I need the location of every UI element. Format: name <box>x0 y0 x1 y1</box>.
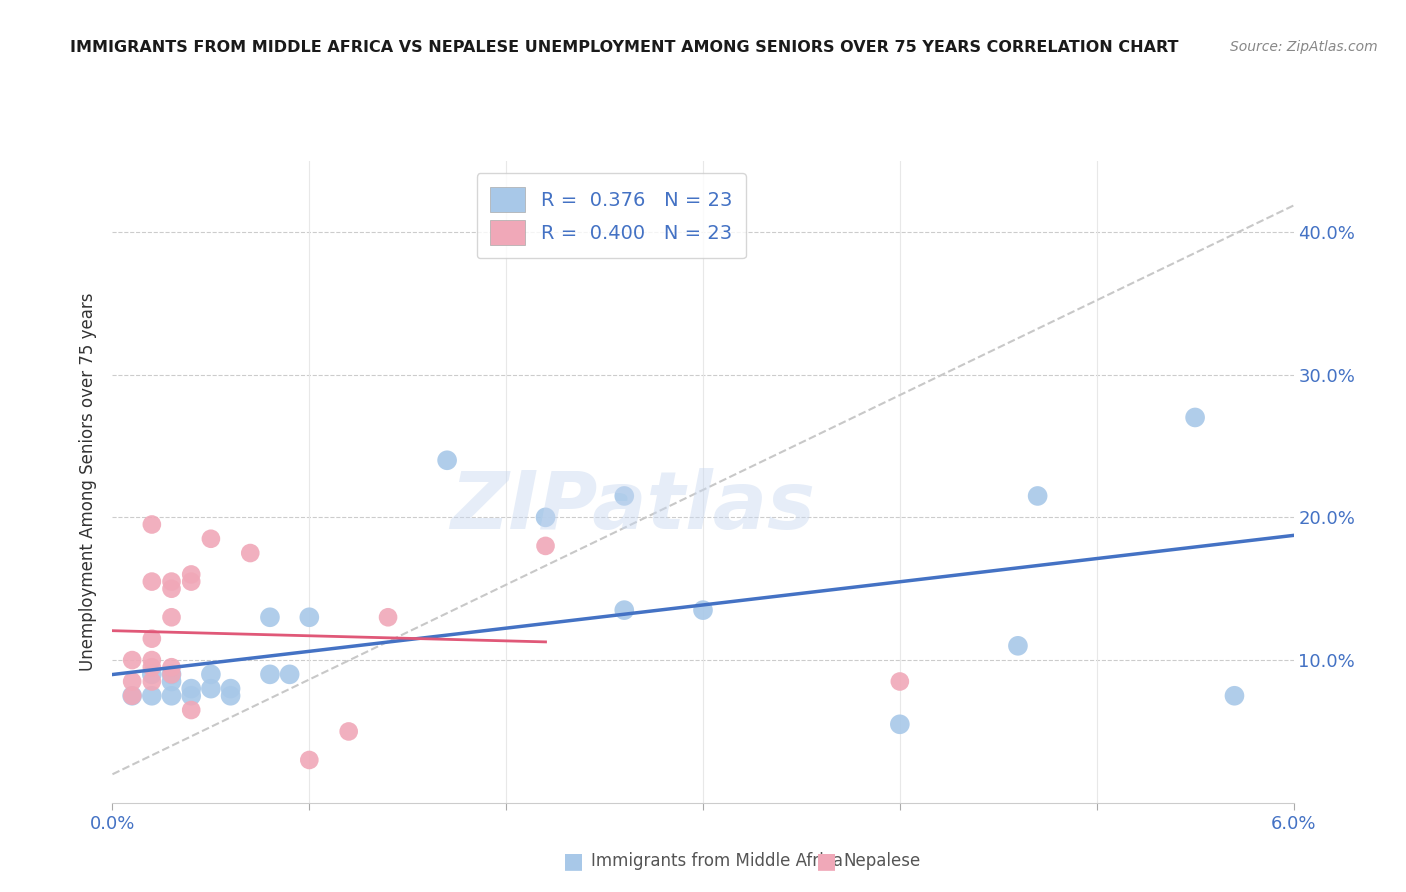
Text: IMMIGRANTS FROM MIDDLE AFRICA VS NEPALESE UNEMPLOYMENT AMONG SENIORS OVER 75 YEA: IMMIGRANTS FROM MIDDLE AFRICA VS NEPALES… <box>70 40 1178 55</box>
Text: ZIPatlas: ZIPatlas <box>450 468 814 547</box>
Point <box>219 681 242 696</box>
Text: Immigrants from Middle Africa: Immigrants from Middle Africa <box>591 852 842 870</box>
Point <box>121 689 143 703</box>
Point <box>141 667 163 681</box>
Point <box>200 532 222 546</box>
Point <box>160 660 183 674</box>
Point <box>1223 689 1246 703</box>
Point <box>141 689 163 703</box>
Point <box>180 681 202 696</box>
Point <box>141 632 163 646</box>
Point <box>141 674 163 689</box>
Point <box>160 674 183 689</box>
Point <box>121 653 143 667</box>
Point <box>436 453 458 467</box>
Point <box>160 582 183 596</box>
Point <box>200 681 222 696</box>
Point <box>337 724 360 739</box>
Point <box>1026 489 1049 503</box>
Point <box>219 689 242 703</box>
Point <box>160 689 183 703</box>
Point <box>1184 410 1206 425</box>
Legend: R =  0.376   N = 23, R =  0.400   N = 23: R = 0.376 N = 23, R = 0.400 N = 23 <box>477 173 745 259</box>
Point <box>141 574 163 589</box>
Point <box>141 660 163 674</box>
Text: Nepalese: Nepalese <box>844 852 921 870</box>
Y-axis label: Unemployment Among Seniors over 75 years: Unemployment Among Seniors over 75 years <box>79 293 97 671</box>
Text: Source: ZipAtlas.com: Source: ZipAtlas.com <box>1230 40 1378 54</box>
Point <box>298 753 321 767</box>
Point <box>278 667 301 681</box>
Text: ■: ■ <box>815 851 837 871</box>
Point <box>200 667 222 681</box>
Point <box>613 603 636 617</box>
Point <box>298 610 321 624</box>
Point <box>534 510 557 524</box>
Point <box>889 717 911 731</box>
Point <box>160 574 183 589</box>
Point <box>180 689 202 703</box>
Point <box>180 574 202 589</box>
Point <box>180 567 202 582</box>
Point <box>889 674 911 689</box>
Point <box>141 653 163 667</box>
Point <box>121 674 143 689</box>
Point <box>613 489 636 503</box>
Point <box>160 610 183 624</box>
Point <box>180 703 202 717</box>
Point <box>377 610 399 624</box>
Point <box>259 610 281 624</box>
Text: ■: ■ <box>562 851 583 871</box>
Point <box>160 667 183 681</box>
Point <box>259 667 281 681</box>
Point <box>534 539 557 553</box>
Point <box>141 517 163 532</box>
Point <box>1007 639 1029 653</box>
Point <box>692 603 714 617</box>
Point <box>160 667 183 681</box>
Point <box>239 546 262 560</box>
Point <box>121 689 143 703</box>
